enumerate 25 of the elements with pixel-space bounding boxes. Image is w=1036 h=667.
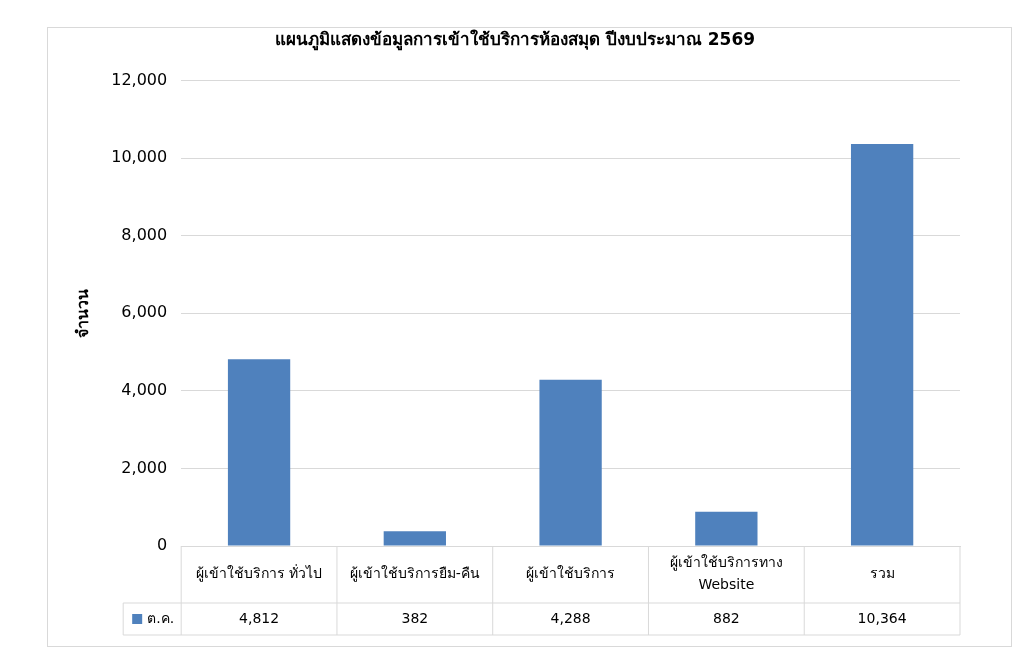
x-tick-label: ผู้เข้าใช้บริการยืม-คืน: [349, 565, 480, 583]
x-tick-label: รวม: [869, 565, 895, 582]
text: 10,364: [857, 609, 907, 626]
y-tick-label: 12,000: [111, 69, 168, 89]
y-tick-label: 2,000: [121, 457, 168, 477]
x-tick-label: ผู้เข้าใช้บริการ ทั่วไป: [195, 564, 323, 583]
text: 382: [401, 609, 429, 626]
y-axis-title: จำนวน: [72, 288, 92, 338]
x-tick-label: ผู้เข้าใช้บริการ: [526, 565, 616, 583]
y-tick-label: 6,000: [121, 302, 168, 322]
y-tick-label: 0: [157, 535, 168, 555]
bar: [695, 511, 758, 546]
legend-label: ต.ค.: [147, 609, 175, 626]
bar: [539, 379, 602, 546]
bar: [850, 143, 914, 546]
y-tick-label: 10,000: [111, 147, 168, 167]
text: 4,812: [239, 609, 280, 626]
text: 4,288: [550, 609, 591, 626]
y-tick-label: 8,000: [121, 224, 168, 244]
text: 882: [712, 609, 740, 626]
y-tick-label: 4,000: [121, 379, 168, 399]
x-tick-label: ผู้เข้าใช้บริการทาง Website: [669, 554, 783, 593]
bar: [227, 359, 291, 546]
bar: [383, 531, 446, 546]
chart-title: แผนภูมิแสดงข้อมูลการเข้าใช้บริการห้องสมุด ปีงบประมาณ 2569: [274, 28, 756, 51]
